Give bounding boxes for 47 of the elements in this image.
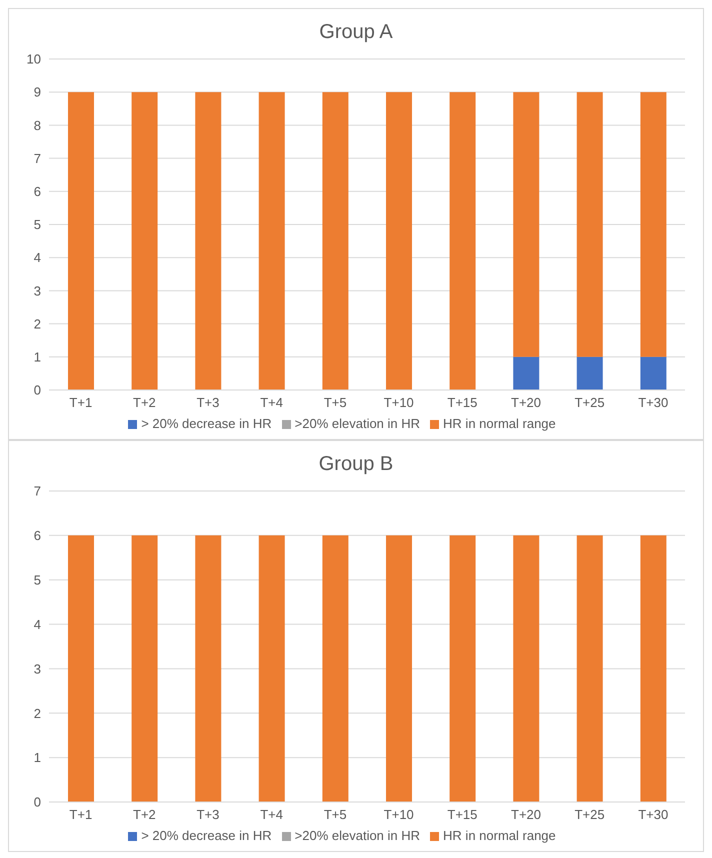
y-tick-label: 6 <box>34 184 41 200</box>
x-tick-label: T+15 <box>447 395 478 410</box>
x-tick-label: T+10 <box>384 395 414 410</box>
legend-label: > 20% decrease in HR <box>141 828 272 843</box>
legend-label: > 20% decrease in HR <box>141 416 272 431</box>
x-tick-label: T+25 <box>574 395 605 410</box>
y-tick-label: 5 <box>34 217 41 232</box>
x-tick-label: T+1 <box>69 395 92 410</box>
x-tick-label: T+20 <box>511 807 541 822</box>
x-tick-label: T+25 <box>574 807 605 822</box>
y-tick-label: 4 <box>34 616 41 632</box>
x-tick-label: T+2 <box>133 807 156 822</box>
x-tick-label: T+30 <box>638 807 668 822</box>
y-tick-label: 9 <box>34 84 41 100</box>
x-tick-label: T+1 <box>69 807 92 822</box>
y-tick-label: 5 <box>34 572 41 588</box>
x-tick-label: T+15 <box>447 807 478 822</box>
x-tick-label: T+3 <box>196 395 220 410</box>
x-tick-label: T+30 <box>638 395 668 410</box>
y-tick-label: 3 <box>34 661 41 676</box>
chart-title: Group B <box>318 452 394 477</box>
y-tick-label: 8 <box>34 118 41 133</box>
y-tick-label: 3 <box>34 283 41 298</box>
chart-title: Group A <box>318 20 394 45</box>
y-tick-label: 1 <box>34 350 41 365</box>
y-tick-label: 6 <box>34 528 41 544</box>
legend-label: >20% elevation in HR <box>294 828 420 843</box>
x-tick-label: T+2 <box>133 395 156 410</box>
x-tick-label: T+5 <box>324 807 347 822</box>
y-tick-label: 2 <box>34 706 41 721</box>
x-tick-label: T+20 <box>511 395 541 410</box>
x-tick-label: T+5 <box>324 395 347 410</box>
y-tick-label: 7 <box>34 484 41 499</box>
x-tick-label: T+3 <box>196 807 220 822</box>
y-tick-label: 10 <box>26 52 41 67</box>
legend-label: HR in normal range <box>443 416 556 431</box>
y-tick-label: 0 <box>34 794 41 810</box>
x-tick-label: T+10 <box>384 807 414 822</box>
x-tick-label: T+4 <box>260 395 283 410</box>
y-tick-label: 4 <box>34 250 41 266</box>
y-tick-label: 7 <box>34 150 41 166</box>
y-tick-label: 2 <box>34 316 41 332</box>
y-tick-label: 0 <box>34 382 41 398</box>
legend-label: HR in normal range <box>443 828 556 843</box>
legend-label: >20% elevation in HR <box>294 416 420 431</box>
y-tick-label: 1 <box>34 750 41 766</box>
x-tick-label: T+4 <box>260 807 283 822</box>
